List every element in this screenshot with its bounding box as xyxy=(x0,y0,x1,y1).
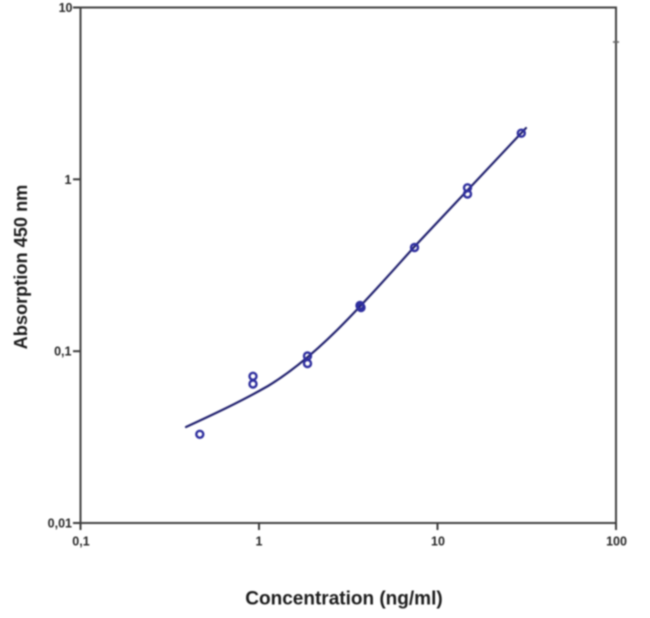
svg-text:10: 10 xyxy=(59,1,73,15)
svg-text:1: 1 xyxy=(256,535,263,549)
svg-text:100: 100 xyxy=(606,535,627,549)
svg-text:0,1: 0,1 xyxy=(54,345,71,359)
svg-text:0,1: 0,1 xyxy=(72,535,89,549)
svg-text:Concentration (ng/ml): Concentration (ng/ml) xyxy=(245,589,442,610)
svg-text:Absorption 450 nm: Absorption 450 nm xyxy=(11,185,31,350)
svg-text:0,01: 0,01 xyxy=(48,517,72,531)
svg-text:1: 1 xyxy=(65,173,72,187)
svg-text:10: 10 xyxy=(431,535,445,549)
